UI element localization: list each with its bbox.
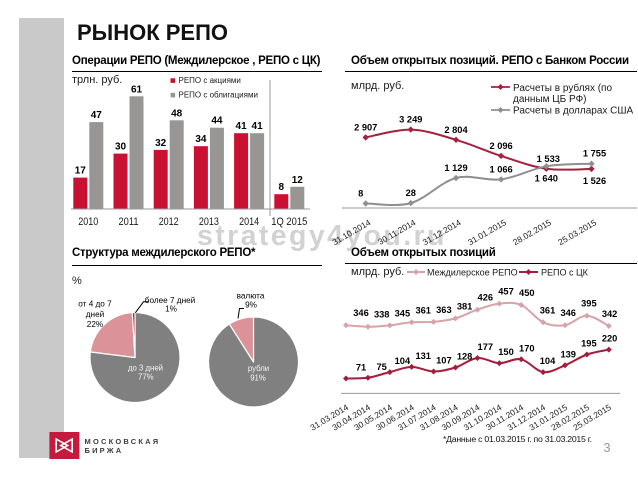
svg-text:47: 47 [91, 110, 103, 121]
svg-text:РЕПО с ЦК: РЕПО с ЦК [541, 268, 589, 278]
svg-text:РЕПО с облигациями: РЕПО с облигациями [179, 90, 258, 99]
svg-text:1 640: 1 640 [535, 173, 558, 183]
svg-text:до 3 дней: до 3 дней [128, 364, 163, 373]
svg-text:1 526: 1 526 [583, 176, 606, 186]
svg-text:170: 170 [519, 343, 535, 353]
svg-text:34: 34 [195, 134, 207, 145]
svg-text:Расчеты в долларах США: Расчеты в долларах США [513, 106, 634, 117]
svg-text:более 7 дней: более 7 дней [145, 296, 195, 305]
svg-text:345: 345 [395, 308, 411, 318]
svg-text:139: 139 [560, 349, 576, 359]
svg-text:данным ЦБ РФ): данным ЦБ РФ) [513, 94, 587, 105]
svg-text:12: 12 [292, 175, 304, 186]
svg-text:107: 107 [436, 356, 452, 366]
svg-text:2011: 2011 [119, 216, 139, 228]
svg-text:31.12.2014: 31.12.2014 [421, 217, 463, 247]
svg-text:44: 44 [211, 116, 223, 127]
svg-text:28.02.2015: 28.02.2015 [511, 217, 553, 247]
svg-text:128: 128 [457, 352, 473, 362]
svg-text:1 129: 1 129 [444, 163, 467, 173]
svg-text:32: 32 [155, 138, 167, 149]
svg-text:2010: 2010 [78, 216, 98, 228]
svg-text:195: 195 [581, 339, 597, 349]
svg-text:Расчеты в рублях (по: Расчеты в рублях (по [513, 82, 612, 94]
svg-text:426: 426 [478, 293, 494, 303]
svg-text:342: 342 [602, 309, 618, 319]
svg-text:346: 346 [560, 308, 576, 318]
svg-text:2013: 2013 [199, 216, 219, 228]
svg-text:220: 220 [602, 334, 618, 344]
svg-text:1 533: 1 533 [537, 154, 560, 164]
svg-text:30.11.2014: 30.11.2014 [376, 217, 418, 247]
svg-text:75: 75 [377, 362, 387, 372]
svg-text:17: 17 [75, 166, 87, 177]
svg-text:131: 131 [415, 351, 431, 361]
svg-text:361: 361 [540, 305, 556, 315]
svg-text:363: 363 [436, 305, 452, 315]
svg-text:дней: дней [86, 310, 104, 319]
svg-text:1 755: 1 755 [583, 149, 606, 159]
svg-text:от 4 до 7: от 4 до 7 [78, 300, 112, 309]
svg-text:31.01.2015: 31.01.2015 [466, 217, 508, 247]
svg-text:рубли: рубли [248, 364, 269, 373]
svg-text:395: 395 [581, 299, 597, 309]
svg-text:Междилерское РЕПО: Междилерское РЕПО [427, 268, 518, 278]
svg-text:450: 450 [519, 288, 535, 298]
svg-text:361: 361 [415, 305, 431, 315]
svg-text:валюта: валюта [237, 292, 265, 301]
svg-text:91%: 91% [250, 374, 266, 383]
svg-text:9%: 9% [245, 301, 257, 310]
svg-text:1%: 1% [165, 305, 177, 314]
svg-text:31.10.2014: 31.10.2014 [330, 217, 372, 247]
svg-text:381: 381 [457, 301, 473, 311]
svg-text:2 096: 2 096 [489, 141, 512, 151]
svg-text:457: 457 [498, 287, 514, 297]
svg-text:41: 41 [236, 121, 248, 132]
svg-text:30: 30 [115, 142, 127, 153]
svg-text:1Q 2015: 1Q 2015 [271, 216, 307, 228]
svg-text:8: 8 [279, 182, 285, 193]
svg-text:1 066: 1 066 [489, 164, 512, 174]
svg-text:2 804: 2 804 [444, 125, 468, 135]
svg-text:25.03.2015: 25.03.2015 [556, 217, 598, 247]
svg-text:28: 28 [406, 188, 416, 198]
svg-text:41: 41 [252, 121, 264, 132]
svg-text:346: 346 [353, 308, 369, 318]
svg-text:8: 8 [358, 189, 363, 199]
svg-text:77%: 77% [138, 373, 154, 382]
svg-text:22%: 22% [87, 320, 103, 329]
svg-text:48: 48 [171, 108, 183, 119]
svg-text:РЕПО с акциями: РЕПО с акциями [179, 76, 241, 85]
svg-text:104: 104 [395, 356, 411, 366]
svg-text:71: 71 [356, 363, 366, 373]
svg-text:150: 150 [498, 347, 514, 357]
svg-text:61: 61 [131, 84, 143, 95]
svg-text:3 249: 3 249 [399, 115, 422, 125]
svg-text:104: 104 [540, 356, 556, 366]
svg-text:338: 338 [374, 310, 390, 320]
svg-text:2014: 2014 [239, 216, 259, 228]
svg-text:177: 177 [478, 342, 494, 352]
svg-text:2 907: 2 907 [354, 122, 377, 132]
svg-text:2012: 2012 [159, 216, 179, 228]
